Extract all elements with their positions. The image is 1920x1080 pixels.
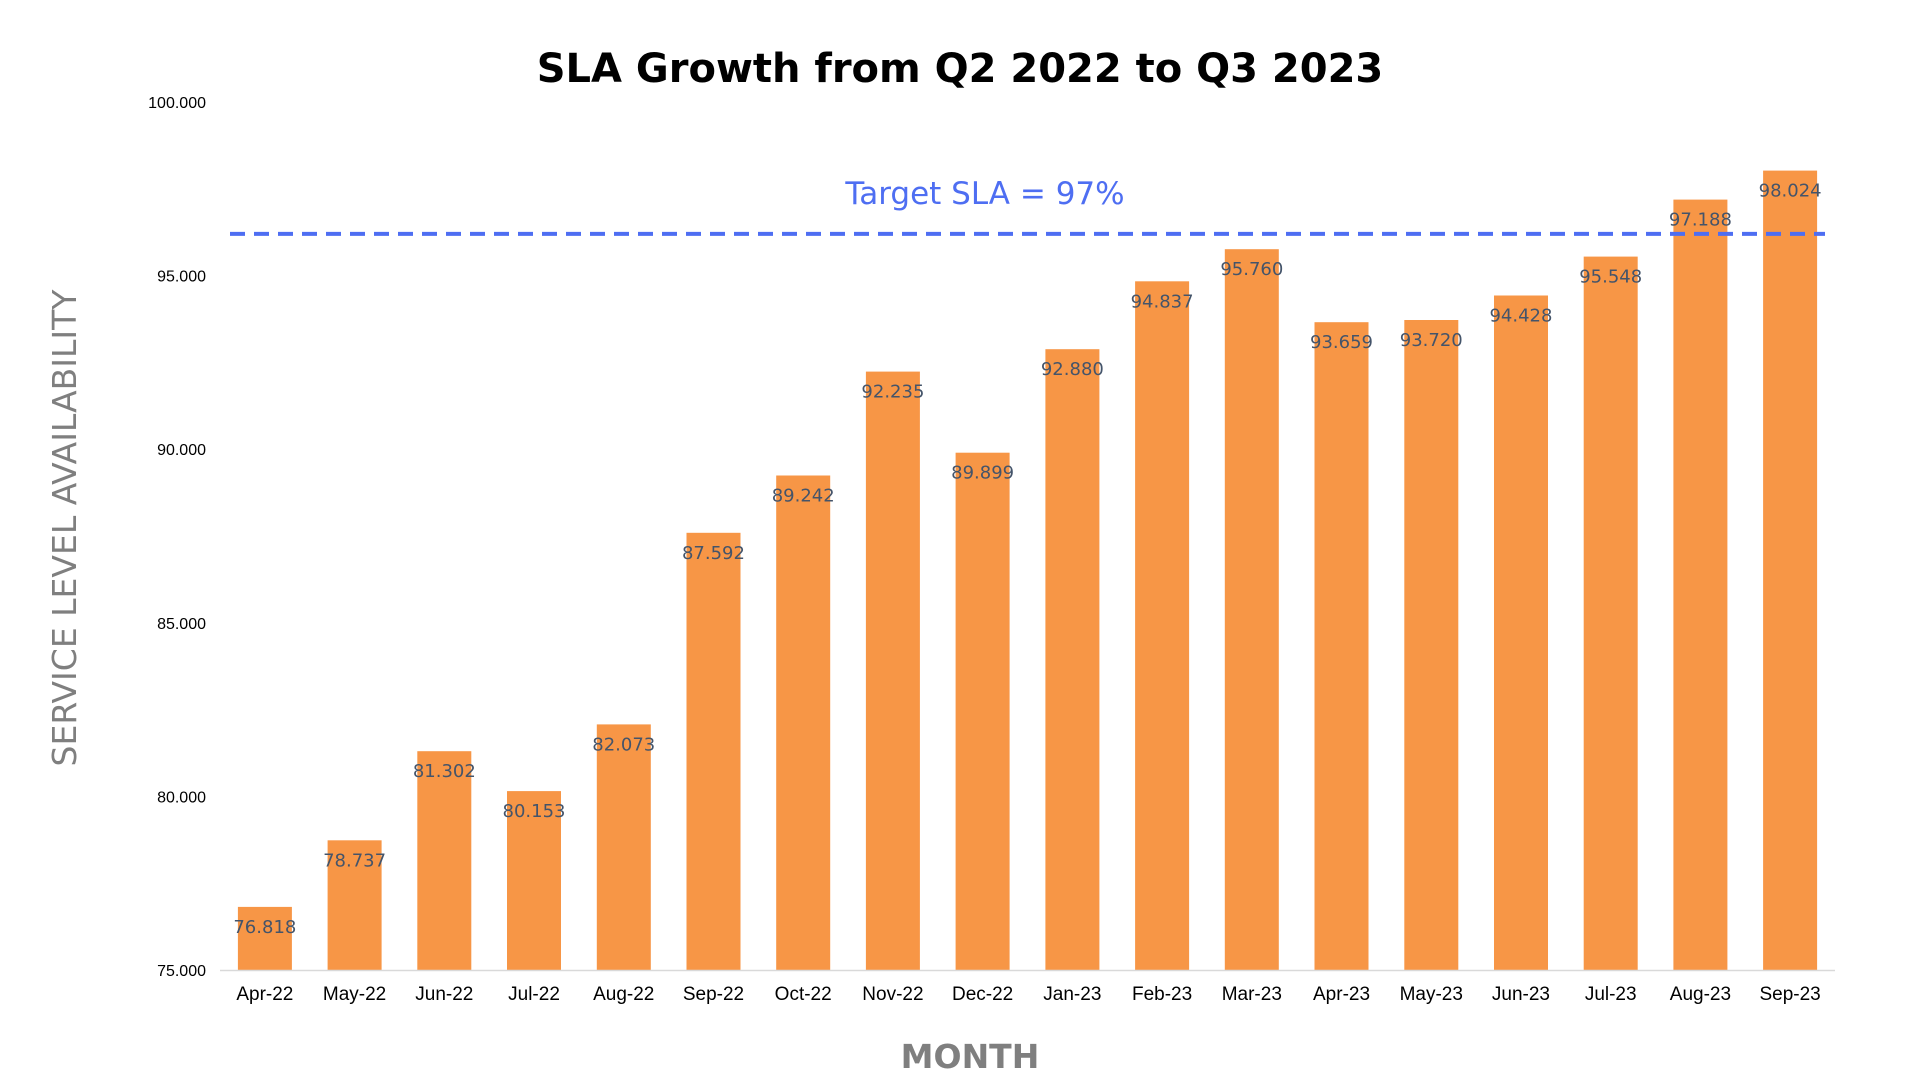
data-label: 93.720 (1400, 330, 1463, 351)
bar (1583, 256, 1638, 971)
x-tick-label: Jun-22 (415, 984, 473, 1005)
bar (1673, 199, 1728, 971)
y-axis-label: SERVICE LEVEL AVAILABILITY (45, 289, 84, 767)
data-label: 92.880 (1041, 359, 1104, 380)
x-tick-label: Jan-23 (1043, 984, 1101, 1005)
bar (1224, 249, 1279, 970)
data-label: 98.024 (1759, 181, 1822, 202)
x-tick-label: Apr-22 (236, 984, 293, 1005)
data-label: 89.242 (772, 486, 835, 507)
bar (507, 791, 561, 970)
x-tick-label: Jun-23 (1492, 984, 1550, 1005)
bar (237, 906, 292, 970)
plot-area: 75.000 80.000 85.000 90.000 95.000 100.000 76.… (148, 95, 1835, 1005)
data-label: 95.548 (1579, 267, 1642, 288)
x-tick-label: Dec-22 (952, 984, 1013, 1005)
x-tick-label: Sep-22 (683, 984, 744, 1005)
x-tick-label: Mar-23 (1222, 984, 1282, 1005)
x-tick-label: Jul-23 (1585, 984, 1637, 1005)
data-label: 82.073 (592, 734, 655, 755)
data-label: 89.899 (951, 463, 1014, 484)
data-label: 92.235 (861, 382, 924, 403)
data-label: 94.837 (1131, 291, 1194, 312)
data-label: 78.737 (323, 850, 386, 871)
data-label: 95.760 (1220, 259, 1283, 280)
x-tick-label: Aug-22 (593, 984, 654, 1005)
chart-title: SLA Growth from Q2 2022 to Q3 2023 (537, 46, 1384, 92)
x-tick-label: Feb-23 (1132, 984, 1192, 1005)
bar (955, 452, 1010, 970)
x-tick-label: Oct-22 (775, 984, 832, 1005)
y-tick-label: 80.000 (157, 789, 206, 806)
data-label: 97.188 (1669, 210, 1732, 231)
bar (776, 475, 831, 970)
data-label: 87.592 (682, 543, 745, 564)
y-tick-label: 100.000 (148, 95, 206, 112)
x-tick-label: May-23 (1400, 984, 1463, 1005)
bar (1763, 170, 1818, 971)
y-tick-label: 85.000 (157, 616, 206, 633)
data-label: 94.428 (1489, 305, 1552, 326)
data-label: 76.818 (233, 917, 296, 938)
bar (865, 371, 920, 971)
bar (327, 840, 382, 970)
data-label: 80.153 (503, 801, 566, 822)
bar (1404, 320, 1459, 970)
y-tick-label: 90.000 (157, 442, 206, 459)
bar (1045, 349, 1100, 970)
y-tick-label: 95.000 (157, 269, 206, 286)
x-tick-label: Apr-23 (1313, 984, 1370, 1005)
x-tick-label: May-22 (323, 984, 386, 1005)
data-label: 93.659 (1310, 332, 1373, 353)
y-axis-label-group: SERVICE LEVEL AVAILABILITY (45, 289, 84, 767)
x-tick-label: Jul-22 (508, 984, 560, 1005)
bar (1314, 322, 1369, 970)
x-tick-label: Aug-23 (1670, 984, 1731, 1005)
bar (1494, 295, 1548, 970)
y-tick-label: 75.000 (157, 963, 206, 980)
x-tick-label: Nov-22 (862, 984, 923, 1005)
data-label: 81.302 (413, 761, 476, 782)
x-axis-label: MONTH (901, 1037, 1040, 1076)
bar (686, 532, 741, 970)
target-sla-label: Target SLA = 97% (844, 176, 1124, 212)
x-tick-label: Sep-23 (1759, 984, 1820, 1005)
bar (596, 724, 651, 970)
bar (417, 751, 472, 970)
bar (1135, 281, 1190, 970)
